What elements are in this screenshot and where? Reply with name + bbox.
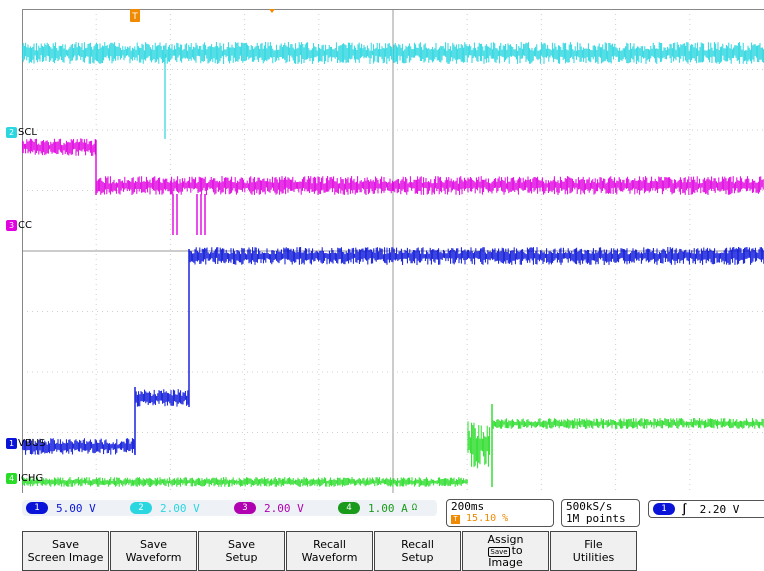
timebase-readout[interactable]: 200ms T 15.10 %	[446, 499, 554, 527]
ch2-readout[interactable]: 2 2.00 V	[126, 502, 230, 515]
ch1-trace-step1	[134, 389, 190, 407]
record-length: 1M points	[566, 512, 626, 525]
ch1-label: 1 VBUS	[6, 437, 45, 450]
trigger-marker-label: T	[131, 12, 138, 22]
assign-save-to-image-button[interactable]: Assign Save to Image	[462, 531, 549, 571]
traces	[22, 42, 764, 487]
ch4-trace-idle	[22, 477, 468, 487]
ch4-trace-burst	[467, 421, 491, 469]
trigger-position-icon: T	[451, 515, 460, 524]
ch2-label: 2 SCL	[6, 126, 37, 139]
ch3-readout[interactable]: 3 2.00 V	[230, 502, 334, 515]
save-screen-image-button[interactable]: Save Screen Image	[22, 531, 109, 571]
trigger-source-chip: 1	[653, 503, 675, 515]
sample-rate: 500kS/s	[566, 500, 613, 513]
trigger-level: 2.20 V	[699, 502, 740, 516]
acquisition-readout[interactable]: 500kS/s 1M points	[561, 499, 640, 527]
trigger-level-arrow	[269, 9, 275, 13]
ch4-readout[interactable]: 4 1.00 A Ω	[334, 502, 437, 515]
save-button-icon: Save	[488, 547, 510, 557]
ch2-trace	[22, 42, 764, 64]
readout-bar: 1 5.00 V 2 2.00 V 3 2.00 V 4 1.00 A Ω 20…	[22, 499, 764, 529]
vertical-readouts: 1 5.00 V 2 2.00 V 3 2.00 V 4 1.00 A Ω	[22, 500, 437, 516]
trigger-marker	[130, 9, 140, 22]
ch4-bandwidth-icon: Ω	[411, 503, 418, 513]
ch3-trace-low	[95, 176, 764, 195]
softkey-menu: Save Screen Image Save Waveform Save Setup …	[22, 531, 638, 571]
waveform-display: T	[22, 9, 764, 493]
ch4-label: 4 ICHG	[6, 472, 43, 485]
trigger-position: T 15.10 %	[451, 513, 549, 525]
timebase-value: 200ms	[451, 500, 485, 513]
file-utilities-button[interactable]: File Utilities	[550, 531, 637, 571]
recall-setup-button[interactable]: Recall Setup	[374, 531, 461, 571]
ch1-trace-step0	[22, 438, 136, 455]
markers: T	[130, 9, 275, 22]
graticule-grid	[22, 9, 764, 493]
rising-edge-icon: ∫	[681, 502, 688, 516]
ch4-trace-charging	[491, 418, 764, 429]
channel-label-strip	[0, 0, 22, 499]
ch3-label: 3 CC	[6, 219, 32, 232]
ch1-trace-step2	[188, 247, 764, 265]
trigger-readout[interactable]: 1 ∫ 2.20 V	[648, 500, 764, 518]
save-setup-button[interactable]: Save Setup	[198, 531, 285, 571]
ch1-readout[interactable]: 1 5.00 V	[22, 502, 126, 515]
save-waveform-button[interactable]: Save Waveform	[110, 531, 197, 571]
ch3-trace-high	[22, 138, 96, 156]
recall-waveform-button[interactable]: Recall Waveform	[286, 531, 373, 571]
